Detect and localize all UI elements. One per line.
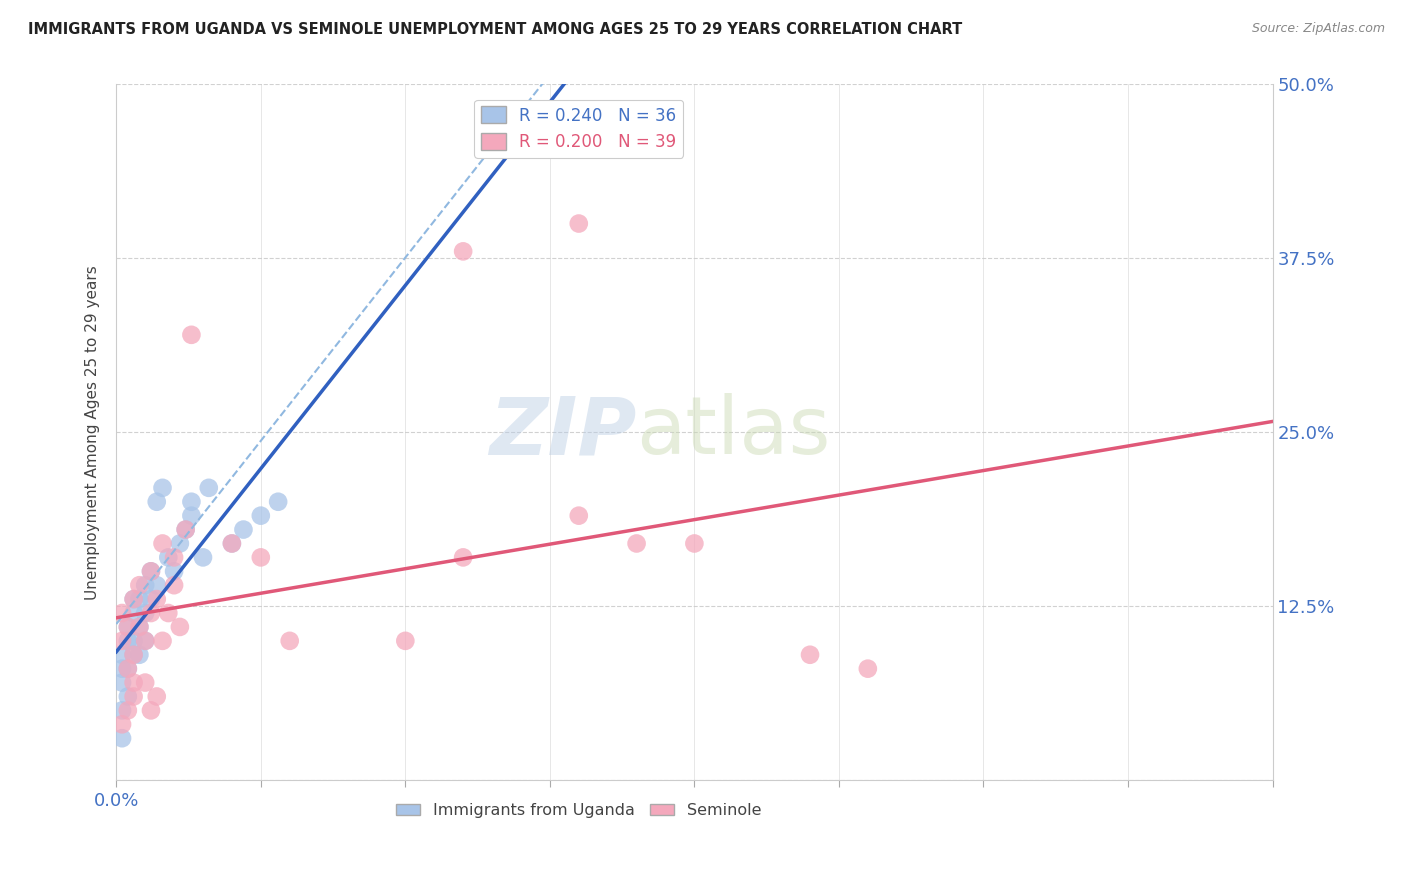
Point	[117, 633, 139, 648]
Point	[134, 633, 156, 648]
Point	[134, 606, 156, 620]
Point	[111, 606, 134, 620]
Point	[117, 620, 139, 634]
Point	[174, 523, 197, 537]
Point	[111, 717, 134, 731]
Point	[145, 592, 167, 607]
Point	[122, 675, 145, 690]
Point	[221, 536, 243, 550]
Point	[117, 620, 139, 634]
Point	[180, 508, 202, 523]
Point	[122, 648, 145, 662]
Text: IMMIGRANTS FROM UGANDA VS SEMINOLE UNEMPLOYMENT AMONG AGES 25 TO 29 YEARS CORREL: IMMIGRANTS FROM UGANDA VS SEMINOLE UNEMP…	[28, 22, 962, 37]
Point	[152, 633, 174, 648]
Point	[683, 536, 706, 550]
Point	[180, 494, 202, 508]
Point	[267, 494, 290, 508]
Point	[249, 550, 271, 565]
Point	[174, 523, 197, 537]
Point	[451, 244, 474, 259]
Point	[163, 564, 186, 578]
Point	[152, 536, 174, 550]
Text: atlas: atlas	[637, 393, 831, 471]
Point	[111, 633, 134, 648]
Text: ZIP: ZIP	[489, 393, 637, 471]
Point	[128, 620, 150, 634]
Point	[152, 481, 174, 495]
Point	[180, 327, 202, 342]
Point	[122, 633, 145, 648]
Point	[111, 648, 134, 662]
Point	[626, 536, 648, 550]
Point	[122, 690, 145, 704]
Point	[122, 606, 145, 620]
Point	[568, 508, 591, 523]
Point	[134, 633, 156, 648]
Point	[197, 481, 219, 495]
Point	[134, 675, 156, 690]
Point	[157, 550, 180, 565]
Point	[128, 578, 150, 592]
Point	[117, 662, 139, 676]
Point	[169, 620, 191, 634]
Point	[451, 550, 474, 565]
Point	[139, 703, 162, 717]
Point	[157, 606, 180, 620]
Point	[221, 536, 243, 550]
Point	[799, 648, 821, 662]
Point	[278, 633, 301, 648]
Point	[128, 648, 150, 662]
Point	[568, 217, 591, 231]
Point	[128, 620, 150, 634]
Legend: Immigrants from Uganda, Seminole: Immigrants from Uganda, Seminole	[389, 797, 768, 824]
Point	[122, 592, 145, 607]
Point	[139, 606, 162, 620]
Point	[249, 508, 271, 523]
Point	[122, 592, 145, 607]
Point	[145, 494, 167, 508]
Point	[163, 578, 186, 592]
Point	[139, 564, 162, 578]
Point	[128, 592, 150, 607]
Point	[232, 523, 254, 537]
Point	[856, 662, 879, 676]
Point	[394, 633, 416, 648]
Point	[145, 690, 167, 704]
Point	[122, 648, 145, 662]
Y-axis label: Unemployment Among Ages 25 to 29 years: Unemployment Among Ages 25 to 29 years	[86, 265, 100, 599]
Point	[139, 592, 162, 607]
Point	[117, 703, 139, 717]
Point	[139, 564, 162, 578]
Point	[117, 662, 139, 676]
Point	[169, 536, 191, 550]
Point	[134, 578, 156, 592]
Point	[111, 675, 134, 690]
Point	[145, 578, 167, 592]
Point	[191, 550, 214, 565]
Point	[163, 550, 186, 565]
Point	[111, 662, 134, 676]
Text: Source: ZipAtlas.com: Source: ZipAtlas.com	[1251, 22, 1385, 36]
Point	[111, 703, 134, 717]
Point	[111, 731, 134, 746]
Point	[117, 690, 139, 704]
